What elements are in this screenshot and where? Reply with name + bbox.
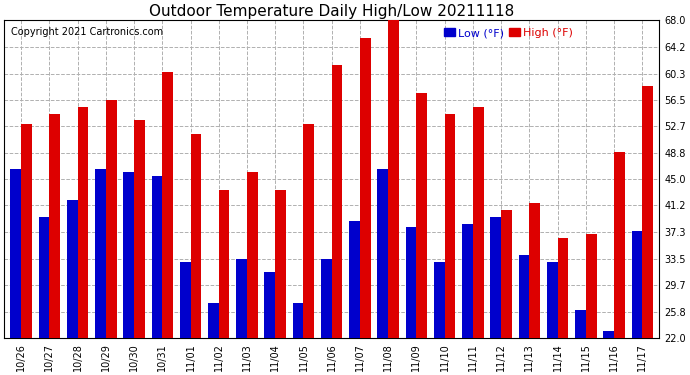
Bar (491, 217, 501, 338)
Bar (180, 262, 190, 338)
Text: Copyright 2021 Cartronics.com: Copyright 2021 Cartronics.com (11, 27, 163, 37)
Bar (377, 169, 388, 338)
Bar (124, 172, 134, 338)
Bar (462, 224, 473, 338)
Bar (152, 176, 162, 338)
Bar (349, 220, 360, 338)
Bar (416, 93, 427, 338)
Bar (519, 255, 529, 338)
Bar (208, 303, 219, 338)
Bar (67, 200, 77, 338)
Bar (39, 217, 50, 338)
Bar (575, 310, 586, 338)
Bar (50, 114, 60, 338)
Bar (219, 189, 230, 338)
Bar (264, 272, 275, 338)
Bar (529, 203, 540, 338)
Bar (586, 234, 597, 338)
Bar (444, 114, 455, 338)
Bar (603, 331, 614, 338)
Bar (631, 231, 642, 338)
Bar (304, 124, 314, 338)
Bar (614, 152, 624, 338)
Bar (547, 262, 558, 338)
Title: Outdoor Temperature Daily High/Low 20211118: Outdoor Temperature Daily High/Low 20211… (149, 4, 514, 19)
Bar (293, 303, 304, 338)
Bar (21, 124, 32, 338)
Bar (332, 65, 342, 338)
Bar (434, 262, 444, 338)
Bar (10, 169, 21, 338)
Bar (321, 259, 332, 338)
Bar (388, 20, 399, 338)
Bar (162, 72, 173, 338)
Bar (642, 86, 653, 338)
Legend: Low (°F), High (°F): Low (°F), High (°F) (442, 26, 575, 40)
Bar (360, 38, 371, 338)
Bar (247, 172, 258, 338)
Bar (473, 106, 484, 338)
Bar (134, 120, 145, 338)
Bar (558, 238, 569, 338)
Bar (95, 169, 106, 338)
Bar (501, 210, 512, 338)
Bar (190, 134, 201, 338)
Bar (236, 259, 247, 338)
Bar (77, 106, 88, 338)
Bar (406, 228, 416, 338)
Bar (106, 100, 117, 338)
Bar (275, 189, 286, 338)
